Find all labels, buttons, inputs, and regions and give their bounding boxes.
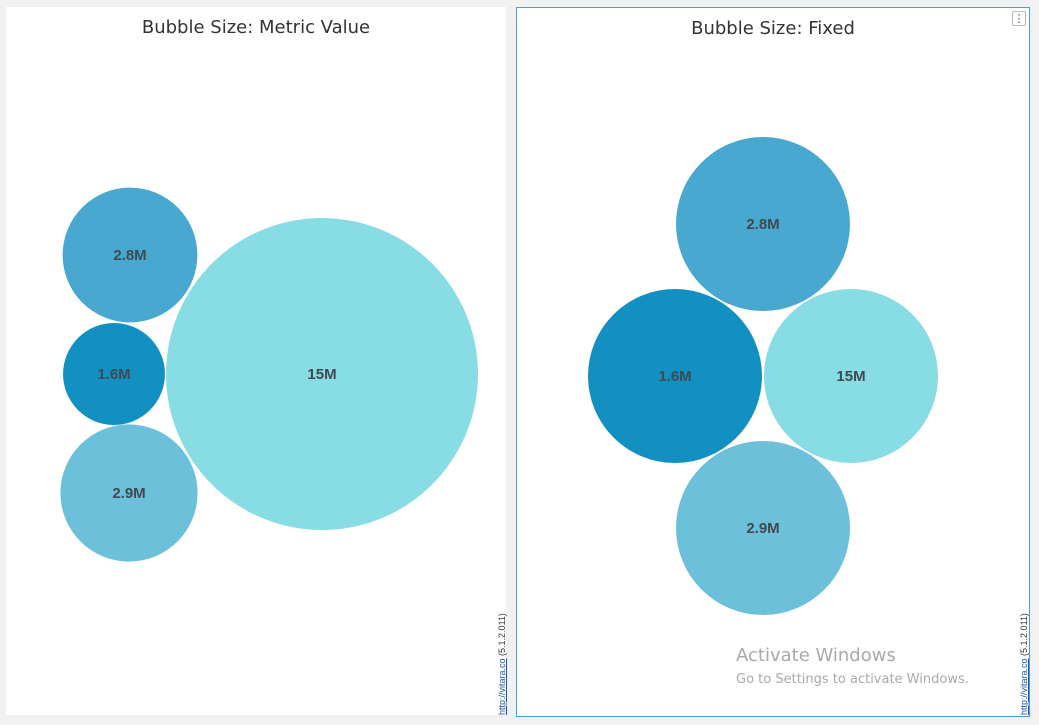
version-label: (5.1.2.011)	[497, 613, 507, 656]
bubble-label: 2.8M	[746, 216, 779, 233]
bubble-label: 2.9M	[746, 520, 779, 537]
bubble-label: 15M	[836, 368, 865, 385]
bubble-label: 1.6M	[658, 368, 691, 385]
bubble-2-8m[interactable]	[676, 137, 850, 311]
vitara-link[interactable]: http://vitara.co	[497, 658, 507, 715]
bubble-15m[interactable]	[764, 289, 938, 463]
bubble-15m[interactable]	[166, 218, 478, 530]
chart-panel-fixed: Bubble Size: Fixed ⋮ 15M 2.9M 2.8M 1.6M htt…	[516, 7, 1030, 717]
bubble-1-6m[interactable]	[588, 289, 762, 463]
bubble-label: 2.9M	[112, 485, 145, 502]
vitara-link[interactable]: http://vitara.co	[1019, 658, 1029, 715]
chart-panel-metric-value: Bubble Size: Metric Value 15M 2.9M 2.8M 1.6…	[6, 7, 507, 715]
panel-menu-icon[interactable]: ⋮	[1012, 11, 1026, 26]
vitara-credit: http://vitara.co (5.1.2.011)	[1019, 613, 1029, 715]
bubble-1-6m[interactable]	[63, 323, 165, 425]
bubble-chart-fixed: 15M 2.9M 2.8M 1.6M	[588, 137, 938, 615]
chart-title: Bubble Size: Fixed	[691, 18, 855, 39]
version-label: (5.1.2.011)	[1019, 613, 1029, 656]
vitara-credit: http://vitara.co (5.1.2.011)	[497, 613, 507, 715]
bubble-label: 2.8M	[113, 247, 146, 264]
bubble-2-8m[interactable]	[62, 187, 198, 323]
bubble-2-9m[interactable]	[676, 441, 850, 615]
bubble-2-9m[interactable]	[60, 424, 198, 562]
bubble-chart-metric-value: 15M 2.9M 2.8M 1.6M	[60, 187, 478, 562]
chart-title: Bubble Size: Metric Value	[141, 17, 371, 38]
bubble-label: 1.6M	[97, 366, 130, 383]
bubble-label: 15M	[307, 366, 336, 383]
